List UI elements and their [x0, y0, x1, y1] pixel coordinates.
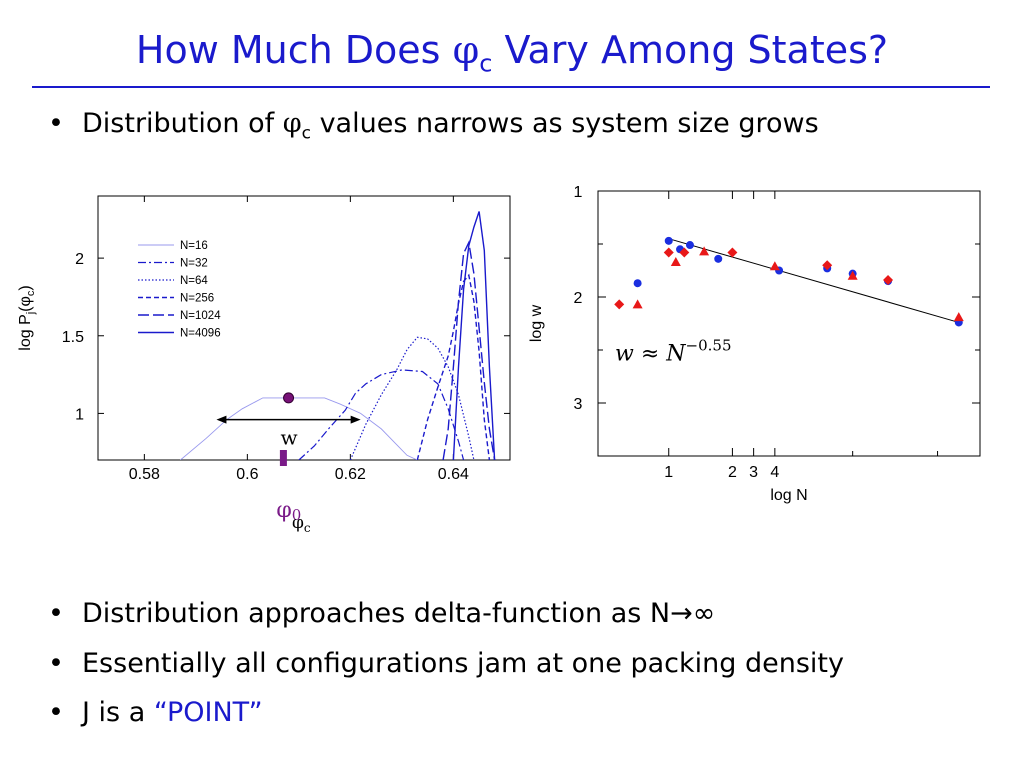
scaling-formula: w ≈ N−0.55 — [615, 337, 731, 367]
title-phi-symbol: φ — [452, 28, 480, 72]
series-line-n-256 — [416, 273, 491, 460]
bullet-1-text-start: Distribution of — [82, 108, 283, 139]
bullet-1-phi: φ — [282, 108, 302, 139]
red-data-point — [727, 247, 738, 258]
series-line-n-1024 — [442, 240, 496, 460]
x-tick-label: 3 — [749, 464, 758, 481]
title-underline — [32, 86, 990, 88]
x-tick-label: 0.64 — [438, 466, 469, 483]
y-axis-label: log w — [528, 304, 545, 342]
title-subscript-c: c — [479, 49, 493, 78]
legend-label: N=4096 — [180, 328, 221, 340]
legend-label: N=1024 — [180, 310, 221, 322]
series-line-n-32 — [298, 369, 465, 460]
arrow-symbol: → — [670, 598, 693, 629]
bullet-dot: • — [48, 697, 64, 728]
blue-data-point — [714, 254, 723, 263]
y-tick-label: 3 — [574, 396, 583, 413]
bullet-1-subscript: c — [301, 123, 311, 144]
blue-data-point — [633, 279, 642, 288]
red-data-point — [822, 260, 833, 271]
blue-data-point — [664, 236, 673, 245]
y-tick-label: 2 — [574, 290, 583, 307]
legend-label: N=256 — [180, 293, 214, 305]
y-tick-label: 1 — [574, 184, 583, 201]
title-text-end: Vary Among States? — [492, 28, 889, 72]
legend-label: N=64 — [180, 275, 208, 287]
bullet-2-text: Distribution approaches delta-function a… — [82, 598, 671, 629]
blue-data-point — [685, 241, 694, 250]
plot-frame — [597, 190, 981, 457]
red-data-point — [663, 247, 674, 258]
red-data-point — [769, 261, 780, 271]
red-data-point — [847, 270, 858, 280]
fit-line — [668, 238, 959, 323]
point-highlight: “POINT” — [153, 697, 263, 728]
infinity-symbol: ∞ — [692, 598, 716, 629]
red-data-point — [953, 312, 964, 322]
bullet-dot: • — [48, 108, 64, 139]
x-axis-label: φc — [292, 513, 311, 535]
legend-label: N=32 — [180, 258, 208, 270]
x-tick-label: 1 — [664, 464, 673, 481]
bullet-4-text: J is a — [82, 697, 154, 728]
slide-title: How Much Does φc Vary Among States? — [0, 28, 1024, 78]
plot-frame — [97, 195, 511, 461]
bullet-1: • Distribution of φc values narrows as sy… — [48, 108, 819, 143]
y-tick-label: 2 — [75, 251, 84, 268]
red-data-point — [699, 246, 710, 256]
peak-marker — [283, 392, 295, 404]
bullet-dot: • — [48, 598, 64, 629]
bullet-dot: • — [48, 648, 64, 679]
title-text-start: How Much Does — [135, 28, 453, 72]
width-arrow-right-head — [350, 415, 361, 424]
y-tick-label: 1.5 — [62, 329, 84, 346]
x-tick-label: 0.62 — [335, 466, 366, 483]
red-data-point — [614, 299, 625, 310]
bullet-1-text-end: values narrows as system size grows — [310, 108, 819, 139]
x-tick-label: 0.58 — [129, 466, 160, 483]
x-tick-label: 2 — [728, 464, 737, 481]
y-axis-label: log Pj(φc) — [17, 285, 37, 350]
red-data-point — [883, 275, 894, 286]
bullet-3: • Essentially all configurations jam at o… — [48, 648, 844, 679]
phi0-label: φ0 — [276, 498, 301, 524]
bullet-3-text: Essentially all configurations jam at on… — [82, 648, 844, 679]
series-line-n-4096 — [452, 211, 496, 460]
red-data-point — [679, 247, 690, 258]
red-data-point — [670, 257, 681, 267]
x-axis-label: log N — [770, 487, 807, 504]
bullet-4: • J is a “POINT” — [48, 697, 263, 728]
red-data-point — [632, 299, 643, 309]
width-arrow-left-head — [216, 415, 227, 424]
y-tick-label: 1 — [75, 406, 84, 423]
x-tick-label: 4 — [770, 464, 779, 481]
bullet-2: • Distribution approaches delta-function … — [48, 598, 715, 629]
phi0-marker — [279, 450, 287, 466]
x-tick-label: 0.6 — [236, 466, 258, 483]
distribution-chart: 0.58 0.6 0.62 0.64 1 1.5 2 log Pj(φc) N=16 N=32 N=… — [17, 195, 511, 535]
series-line-n-16 — [180, 397, 418, 460]
series-line-n-64 — [349, 336, 475, 460]
legend-label: N=16 — [180, 240, 208, 252]
width-label: w — [281, 426, 298, 450]
